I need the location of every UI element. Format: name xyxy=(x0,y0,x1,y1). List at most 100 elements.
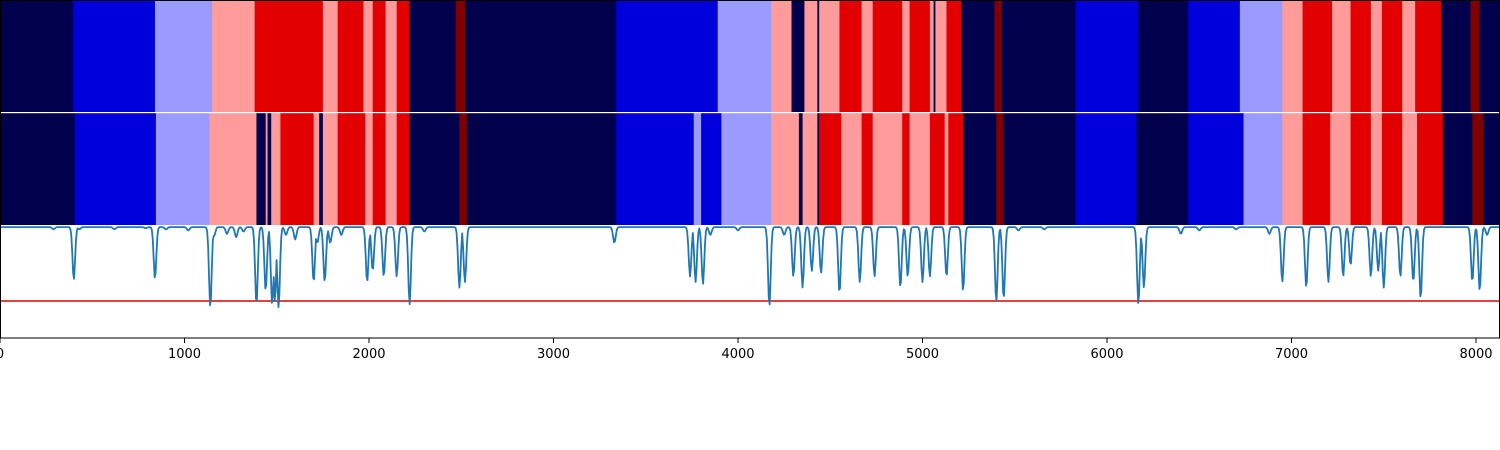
heatmap-cell-0-6 xyxy=(337,1,364,112)
x-tick-label-7000: 7000 xyxy=(1275,347,1308,362)
heatmap-cell-0-45 xyxy=(1440,1,1471,112)
heatmap-cell-1-45 xyxy=(1302,113,1331,225)
x-tick-label-4000: 4000 xyxy=(721,347,754,362)
heatmap-cell-1-29 xyxy=(841,113,863,225)
heatmap-cell-0-11 xyxy=(409,1,457,112)
heatmap-cell-0-28 xyxy=(935,1,947,112)
heatmap-cell-1-17 xyxy=(409,113,460,225)
heatmap-cell-1-26 xyxy=(802,113,818,225)
heatmap-cell-0-31 xyxy=(994,1,1003,112)
heatmap-cell-1-2 xyxy=(155,113,210,225)
heatmap-cell-1-44 xyxy=(1282,113,1303,225)
heatmap-cell-0-33 xyxy=(1075,1,1139,112)
heatmap-cell-0-43 xyxy=(1402,1,1416,112)
heatmap-cell-1-40 xyxy=(1075,113,1137,225)
heatmap-cell-1-10 xyxy=(319,113,324,225)
heatmap-cell-0-3 xyxy=(212,1,256,112)
heatmap-cell-0-20 xyxy=(819,1,840,112)
track-divider xyxy=(0,112,1500,114)
heatmap-cell-1-14 xyxy=(372,113,387,225)
heatmap-cell-0-37 xyxy=(1282,1,1303,112)
heatmap-cell-1-3 xyxy=(209,113,257,225)
heatmap-cell-0-5 xyxy=(322,1,339,112)
heatmap-cell-0-27 xyxy=(933,1,936,112)
heatmap-cell-1-23 xyxy=(721,113,772,225)
heatmap-cell-1-18 xyxy=(459,113,468,225)
heatmap-cell-1-32 xyxy=(902,113,910,225)
heatmap-cell-1-38 xyxy=(996,113,1005,225)
heatmap-cell-0-16 xyxy=(771,1,792,112)
heatmap-cell-0-46 xyxy=(1470,1,1481,112)
heatmap-cell-1-42 xyxy=(1188,113,1244,225)
heatmap-cell-1-27 xyxy=(817,113,820,225)
heatmap-cell-1-31 xyxy=(872,113,903,225)
heatmap-cell-1-51 xyxy=(1416,113,1444,225)
heatmap-cell-0-34 xyxy=(1138,1,1189,112)
heatmap-cell-0-12 xyxy=(455,1,466,112)
heatmap-cell-1-9 xyxy=(313,113,320,225)
heatmap-cell-0-47 xyxy=(1479,1,1500,112)
heatmap-cell-1-4 xyxy=(256,113,267,225)
heatmap-cell-0-9 xyxy=(385,1,398,112)
heatmap-cell-1-36 xyxy=(948,113,964,225)
heatmap-cell-0-32 xyxy=(1001,1,1077,112)
heatmap-cell-0-24 xyxy=(902,1,910,112)
heatmap-cell-1-25 xyxy=(798,113,803,225)
heatmap-cell-1-24 xyxy=(771,113,800,225)
heatmap-cell-1-19 xyxy=(466,113,617,225)
heatmap-cell-1-35 xyxy=(944,113,949,225)
heatmap-cell-0-14 xyxy=(616,1,719,112)
heatmap-cell-1-5 xyxy=(265,113,268,225)
heatmap-cell-0-18 xyxy=(804,1,818,112)
heatmap-cell-1-50 xyxy=(1402,113,1418,225)
heatmap-cell-0-4 xyxy=(254,1,324,112)
heatmap-cell-0-30 xyxy=(961,1,995,112)
heatmap-cell-0-15 xyxy=(717,1,772,112)
heatmap-cell-1-33 xyxy=(909,113,931,225)
heatmap-cell-0-21 xyxy=(839,1,863,112)
heatmap-cell-1-43 xyxy=(1243,113,1283,225)
x-tick-label-3000: 3000 xyxy=(537,347,570,362)
heatmap-cell-1-49 xyxy=(1381,113,1403,225)
heatmap-cell-0-38 xyxy=(1302,1,1333,112)
heatmap-cell-1-53 xyxy=(1472,113,1484,225)
heatmap-cell-1-54 xyxy=(1483,113,1500,225)
x-tick-label-2000: 2000 xyxy=(352,347,385,362)
line-panel-background xyxy=(0,226,1500,338)
heatmap-cell-0-22 xyxy=(861,1,874,112)
heatmap-cell-0-0 xyxy=(0,1,74,112)
heatmap-cell-1-1 xyxy=(74,113,157,225)
heatmap-cell-1-34 xyxy=(929,113,946,225)
heatmap-cell-1-13 xyxy=(365,113,374,225)
heatmap-track-top xyxy=(0,1,1500,112)
heatmap-cell-1-22 xyxy=(701,113,722,225)
heatmap-cell-0-7 xyxy=(363,1,374,112)
heatmap-cell-0-19 xyxy=(817,1,820,112)
heatmap-cell-0-39 xyxy=(1332,1,1351,112)
heatmap-cell-0-42 xyxy=(1381,1,1403,112)
heatmap-cell-1-7 xyxy=(271,113,281,225)
x-tick-label-6000: 6000 xyxy=(1090,347,1123,362)
heatmap-cell-1-28 xyxy=(819,113,842,225)
heatmap-cell-0-10 xyxy=(396,1,410,112)
heatmap-track-bottom xyxy=(0,113,1500,225)
heatmap-cell-1-0 xyxy=(0,113,76,225)
x-tick-label-0: 0 xyxy=(0,347,4,362)
heatmap-cell-1-16 xyxy=(396,113,410,225)
heatmap-cell-0-1 xyxy=(72,1,156,112)
heatmap-cell-0-29 xyxy=(946,1,962,112)
x-tick-label-8000: 8000 xyxy=(1459,347,1492,362)
heatmap-cell-1-21 xyxy=(693,113,702,225)
heatmap-cell-0-17 xyxy=(791,1,805,112)
heatmap-cell-1-47 xyxy=(1350,113,1372,225)
x-axis: 0 1000 2000 3000 4000 5000 6000 7000 8000 xyxy=(0,338,1493,362)
heatmap-cell-1-8 xyxy=(280,113,315,225)
heatmap-cell-0-35 xyxy=(1188,1,1241,112)
heatmap-cell-0-8 xyxy=(372,1,387,112)
heatmap-cell-1-52 xyxy=(1442,113,1473,225)
x-tick-label-1000: 1000 xyxy=(168,347,201,362)
heatmap-cell-0-41 xyxy=(1370,1,1383,112)
heatmap-cell-1-6 xyxy=(267,113,272,225)
heatmap-cell-1-15 xyxy=(385,113,398,225)
